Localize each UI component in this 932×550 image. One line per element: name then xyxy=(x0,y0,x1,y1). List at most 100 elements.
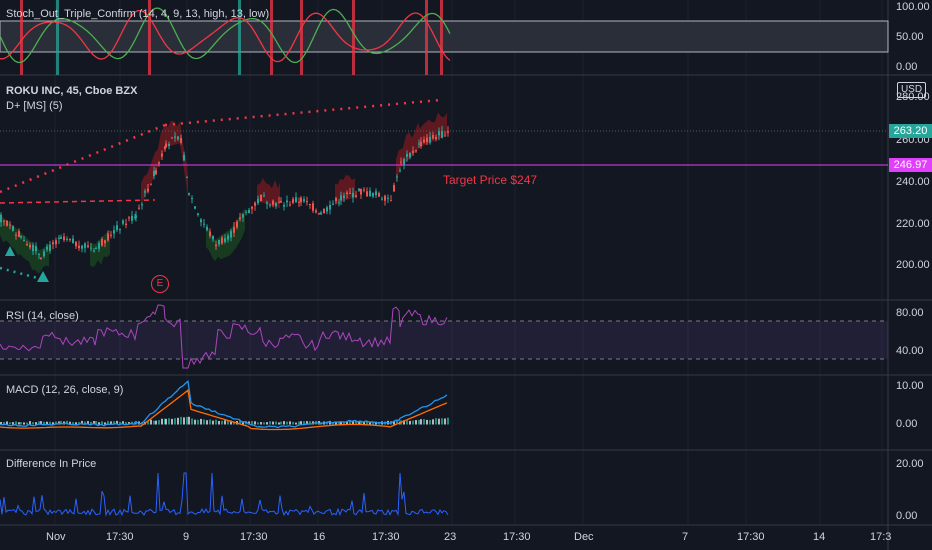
macd-histogram-bar xyxy=(84,421,86,425)
candle-body xyxy=(248,210,250,213)
candle-body xyxy=(171,137,173,139)
macd-histogram-bar xyxy=(52,422,54,425)
candle-body xyxy=(63,236,65,241)
candle-body xyxy=(119,229,121,231)
macd-line xyxy=(0,380,448,429)
candle-body xyxy=(9,224,11,226)
macd-histogram-bar xyxy=(338,421,340,425)
macd-histogram-bar xyxy=(218,420,220,425)
symbol-title[interactable]: ROKU INC, 45, Cboe BZX xyxy=(6,85,138,97)
stoch-signal-bar xyxy=(56,0,59,75)
macd-histogram-bar xyxy=(233,421,235,425)
candle-body xyxy=(32,244,34,252)
macd-histogram-bar xyxy=(215,419,217,425)
candle-body xyxy=(23,240,25,242)
macd-histogram-bar xyxy=(3,421,5,425)
macd-histogram-bar xyxy=(298,421,300,425)
macd-histogram-bar xyxy=(95,420,97,425)
macd-histogram-bar xyxy=(183,417,185,425)
macd-histogram-bar xyxy=(441,418,443,425)
macd-histogram-bar xyxy=(180,416,182,425)
macd-histogram-bar xyxy=(197,419,199,425)
candle-body xyxy=(212,235,214,240)
candle-body xyxy=(0,214,2,223)
candle-body xyxy=(40,258,42,260)
macd-histogram-bar xyxy=(426,419,428,425)
candle-body xyxy=(90,247,92,249)
macd-histogram-bar xyxy=(286,421,288,425)
macd-histogram-bar xyxy=(312,421,314,425)
candle-body xyxy=(272,200,274,205)
candle-body xyxy=(49,244,51,252)
indicator-title[interactable]: D+ [MS] (5) xyxy=(6,100,63,112)
candle-body xyxy=(203,223,205,225)
macd-histogram-bar xyxy=(340,421,342,425)
macd-histogram-bar xyxy=(203,419,205,425)
candle-body xyxy=(280,200,282,203)
candle-body xyxy=(75,241,77,247)
candle-body xyxy=(46,246,48,250)
candle-body xyxy=(444,135,446,137)
candle-body xyxy=(125,223,127,226)
macd-histogram-bar xyxy=(295,422,297,425)
rsi-band xyxy=(0,321,888,359)
candle-body xyxy=(275,202,277,206)
macd-histogram-bar xyxy=(355,420,357,425)
candle-body xyxy=(300,197,302,203)
candle-body xyxy=(399,170,401,172)
time-label: Dec xyxy=(574,531,594,543)
macd-histogram-bar xyxy=(343,421,345,425)
macd-histogram-bar xyxy=(150,419,152,425)
candle-body xyxy=(352,192,354,198)
candle-body xyxy=(447,131,449,133)
macd-histogram-bar xyxy=(186,416,188,425)
candle-body xyxy=(306,201,308,203)
candle-body xyxy=(191,198,193,200)
macd-histogram-bar xyxy=(35,422,37,425)
macd-histogram-bar xyxy=(107,421,109,425)
candle-body xyxy=(233,227,235,233)
candle-body xyxy=(384,195,386,201)
macd-histogram-bar xyxy=(283,421,285,425)
macd-histogram-bar xyxy=(174,418,176,425)
macd-histogram-bar xyxy=(292,421,294,425)
candle-body xyxy=(60,237,62,239)
target-price-label: Target Price $247 xyxy=(443,173,538,187)
dplus-cloud xyxy=(335,175,355,206)
earnings-marker[interactable]: E xyxy=(151,275,169,293)
macd-histogram-bar xyxy=(104,422,106,425)
macd-title[interactable]: MACD (12, 26, close, 9) xyxy=(6,384,124,396)
candle-body xyxy=(26,244,28,246)
candle-body xyxy=(415,150,417,152)
price-tick-220: 220.00 xyxy=(896,218,930,230)
candle-body xyxy=(360,188,362,195)
dplus-cloud xyxy=(141,120,188,206)
macd-histogram-bar xyxy=(206,420,208,425)
macd-histogram-bar xyxy=(349,420,351,425)
candle-body xyxy=(18,231,20,237)
time-label: 9 xyxy=(183,531,190,543)
diff-title[interactable]: Difference In Price xyxy=(6,458,97,470)
candle-body xyxy=(69,238,71,241)
currency-button[interactable]: USD xyxy=(897,82,926,98)
macd-histogram-bar xyxy=(40,421,42,425)
candle-body xyxy=(418,143,420,145)
candle-body xyxy=(312,203,314,211)
rsi-title[interactable]: RSI (14, close) xyxy=(6,310,79,322)
macd-histogram-bar xyxy=(406,420,408,425)
signal-triangle xyxy=(5,246,15,256)
macd-histogram-bar xyxy=(230,420,232,425)
macd-histogram-bar xyxy=(165,418,167,425)
candle-body xyxy=(254,202,256,206)
candle-body xyxy=(58,237,60,239)
macd-histogram-bar xyxy=(275,421,277,425)
macd-histogram-bar xyxy=(251,421,253,425)
candle-body xyxy=(98,243,100,249)
candle-body xyxy=(396,176,398,178)
candle-body xyxy=(260,194,262,202)
macd-histogram-bar xyxy=(55,421,57,425)
diff-tick-0: 0.00 xyxy=(896,510,918,522)
macd-tick-10: 10.00 xyxy=(896,380,924,392)
macd-histogram-bar xyxy=(194,419,196,425)
